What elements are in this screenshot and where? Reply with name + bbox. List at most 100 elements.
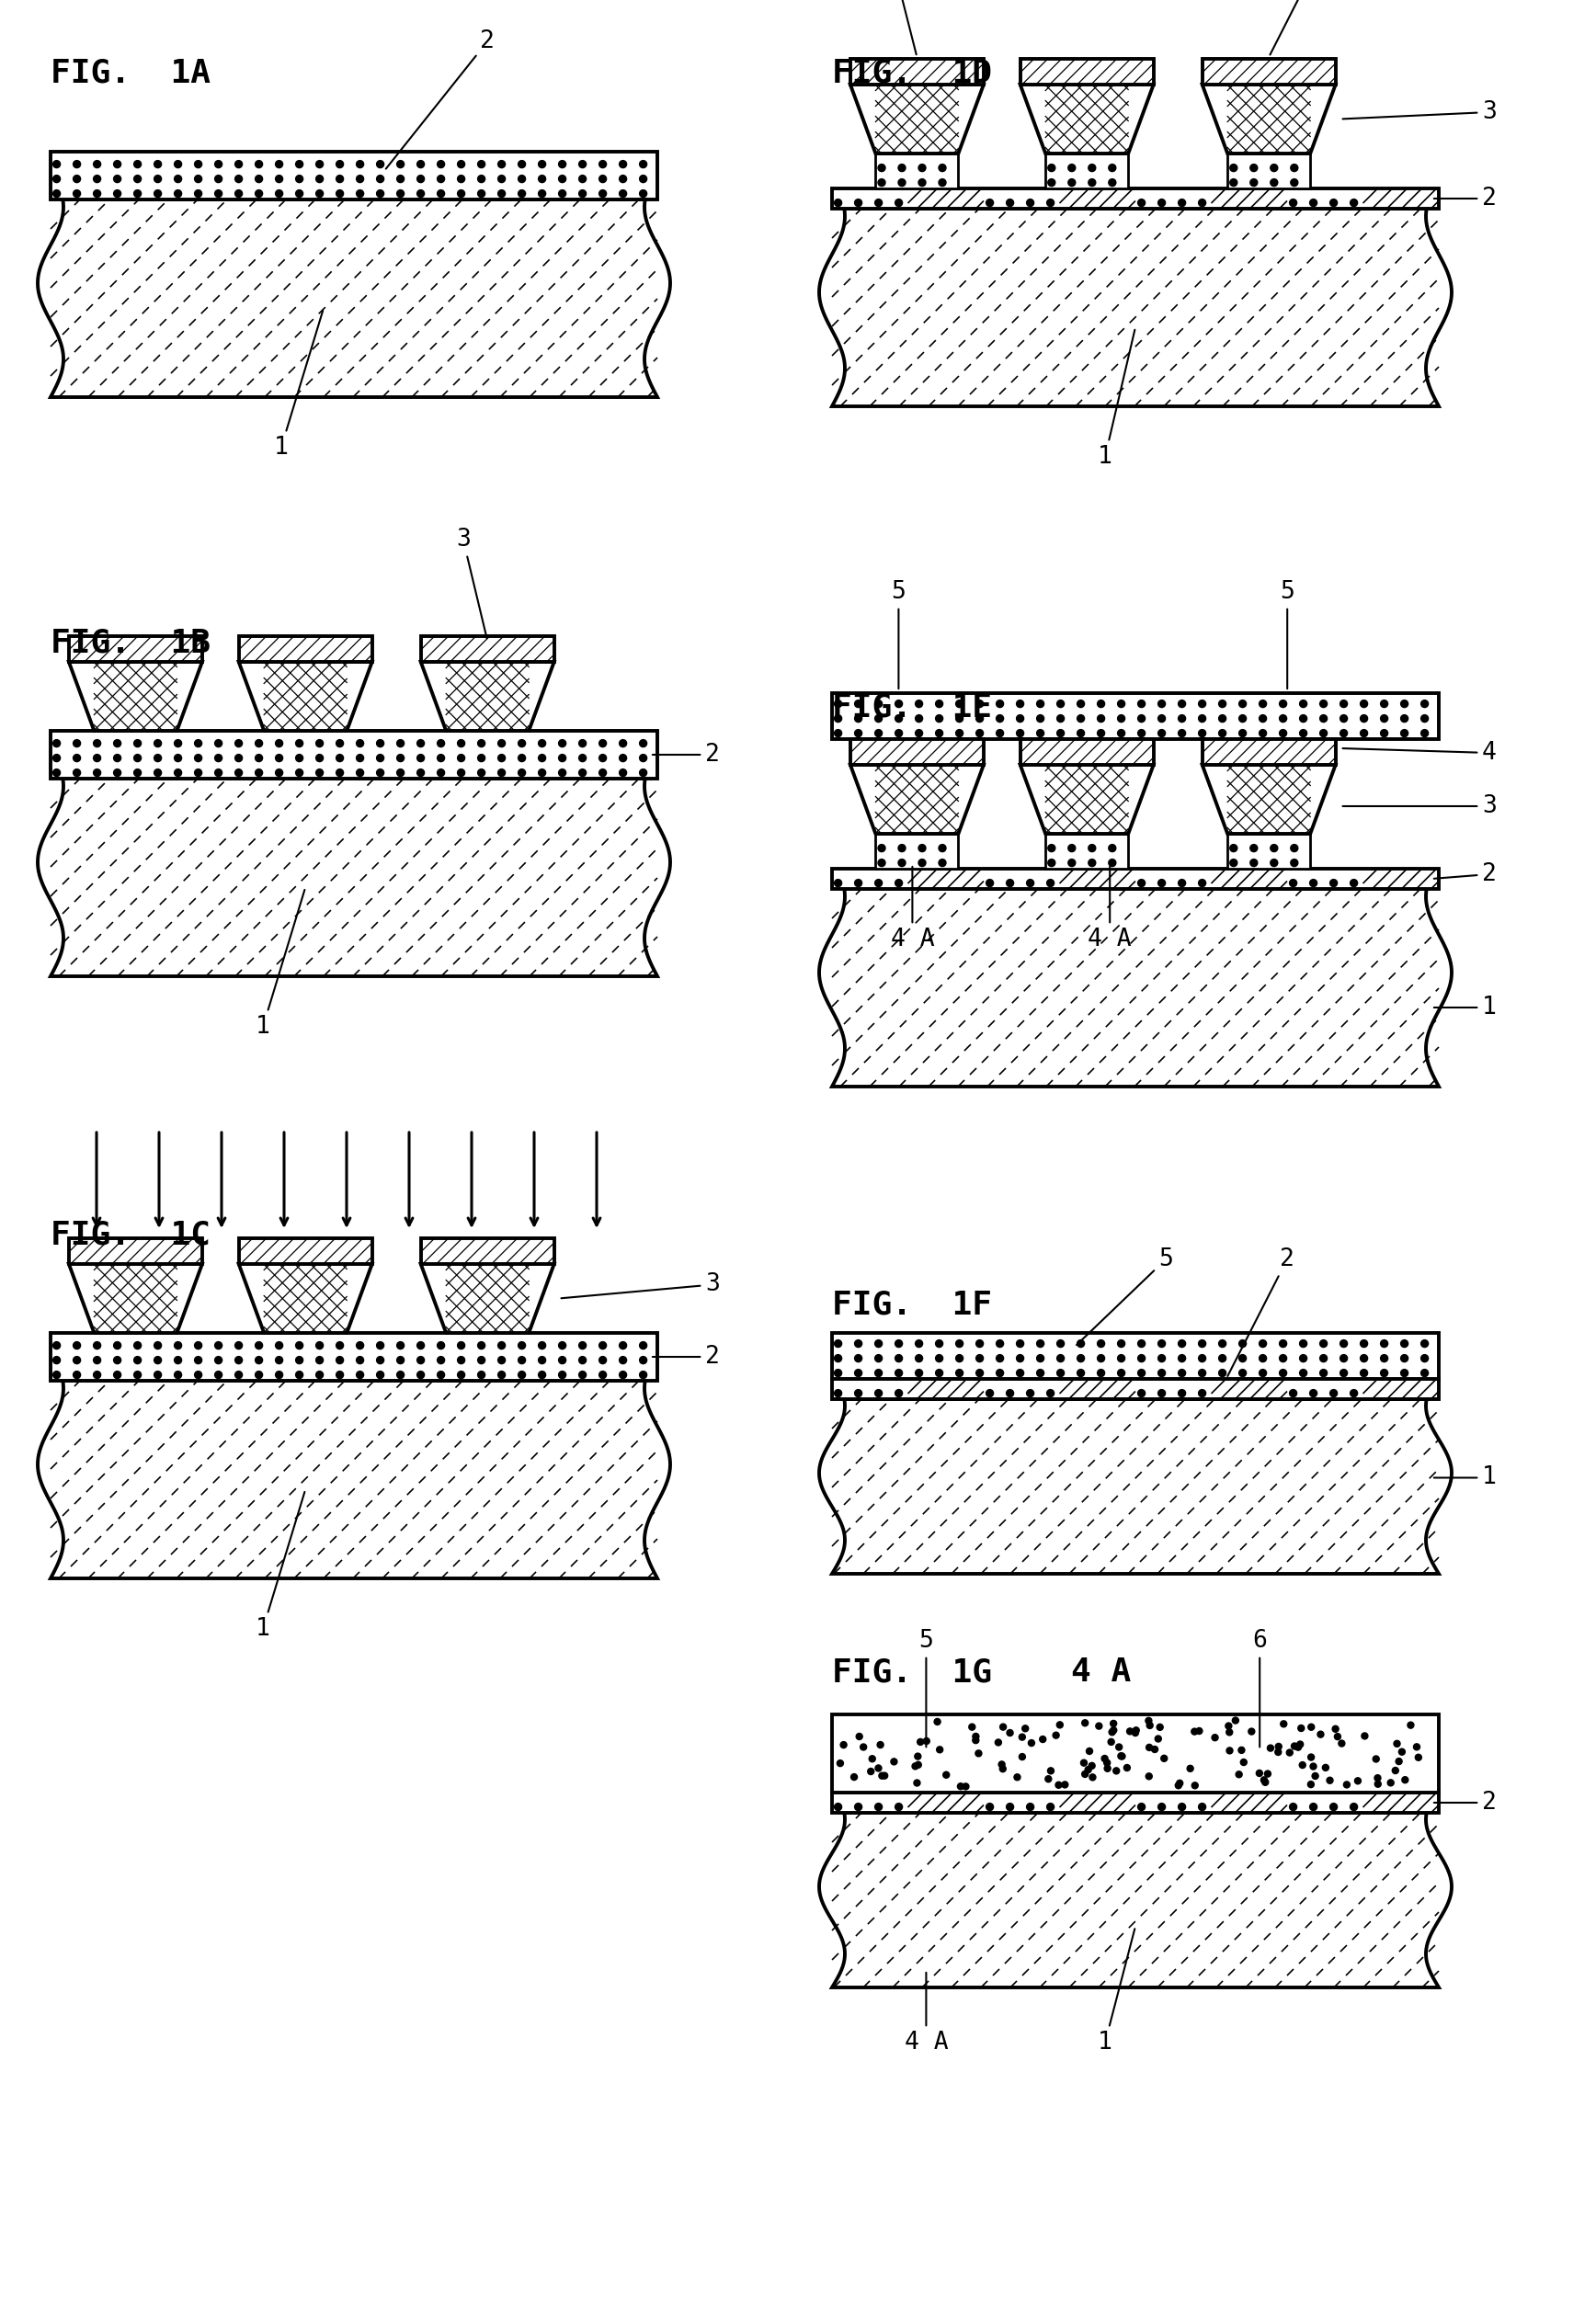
Circle shape xyxy=(1291,163,1298,172)
Circle shape xyxy=(559,1341,567,1350)
Circle shape xyxy=(477,191,485,198)
Circle shape xyxy=(1138,1355,1146,1362)
Polygon shape xyxy=(69,637,203,662)
Polygon shape xyxy=(69,1265,203,1334)
Circle shape xyxy=(1117,729,1125,736)
Text: 6: 6 xyxy=(1253,1628,1267,1748)
Circle shape xyxy=(1398,1748,1404,1755)
Text: 1: 1 xyxy=(1098,1930,1135,2054)
Circle shape xyxy=(1057,715,1065,722)
Text: 4 A: 4 A xyxy=(891,867,934,952)
Circle shape xyxy=(962,1782,969,1789)
Circle shape xyxy=(1320,1341,1328,1348)
Circle shape xyxy=(295,1371,303,1378)
Circle shape xyxy=(835,200,841,207)
Circle shape xyxy=(498,191,506,198)
Circle shape xyxy=(996,1368,1004,1378)
Circle shape xyxy=(1039,1736,1045,1743)
Circle shape xyxy=(73,175,80,182)
Circle shape xyxy=(235,1371,243,1378)
Circle shape xyxy=(215,768,222,777)
Polygon shape xyxy=(832,1334,1438,1380)
Circle shape xyxy=(519,741,525,748)
Circle shape xyxy=(538,1371,546,1378)
Circle shape xyxy=(174,175,182,182)
Circle shape xyxy=(295,1357,303,1364)
Circle shape xyxy=(337,1371,343,1378)
Circle shape xyxy=(895,1355,902,1362)
Circle shape xyxy=(598,161,606,168)
Circle shape xyxy=(53,1341,61,1350)
Circle shape xyxy=(1191,1727,1197,1734)
Circle shape xyxy=(1026,1803,1034,1810)
Circle shape xyxy=(977,715,983,722)
Text: 5: 5 xyxy=(919,1628,934,1748)
Circle shape xyxy=(1238,1341,1246,1348)
Circle shape xyxy=(895,1803,902,1810)
Circle shape xyxy=(598,754,606,761)
Circle shape xyxy=(1393,1741,1400,1748)
Circle shape xyxy=(1199,1389,1207,1396)
Circle shape xyxy=(598,768,606,777)
Text: 3: 3 xyxy=(1342,101,1497,124)
Circle shape xyxy=(195,1371,201,1378)
Circle shape xyxy=(1199,879,1207,888)
Circle shape xyxy=(53,175,61,182)
Circle shape xyxy=(559,1357,567,1364)
Circle shape xyxy=(134,161,140,168)
Circle shape xyxy=(316,161,324,168)
Circle shape xyxy=(1096,1723,1103,1730)
Circle shape xyxy=(879,1773,886,1778)
Circle shape xyxy=(94,191,101,198)
Circle shape xyxy=(1401,1355,1408,1362)
Circle shape xyxy=(1098,715,1104,722)
Circle shape xyxy=(94,1357,101,1364)
Circle shape xyxy=(1178,729,1186,736)
Polygon shape xyxy=(69,662,203,731)
Circle shape xyxy=(1238,1355,1246,1362)
Circle shape xyxy=(276,754,282,761)
Circle shape xyxy=(1231,860,1237,867)
Circle shape xyxy=(1299,1355,1307,1362)
Text: 2: 2 xyxy=(1227,1247,1294,1375)
Circle shape xyxy=(1280,715,1286,722)
Text: 4: 4 xyxy=(1342,741,1497,766)
Circle shape xyxy=(255,1341,263,1350)
Circle shape xyxy=(1280,699,1286,708)
Circle shape xyxy=(94,1341,101,1350)
Circle shape xyxy=(1138,1389,1146,1396)
Circle shape xyxy=(235,175,243,182)
Circle shape xyxy=(579,768,586,777)
Circle shape xyxy=(155,768,161,777)
Circle shape xyxy=(519,1357,525,1364)
Circle shape xyxy=(1361,1732,1368,1739)
Circle shape xyxy=(1320,1355,1328,1362)
Text: 1: 1 xyxy=(1433,1465,1497,1490)
Text: 1: 1 xyxy=(255,890,305,1040)
Circle shape xyxy=(155,175,161,182)
Circle shape xyxy=(1374,1776,1381,1780)
Circle shape xyxy=(94,1371,101,1378)
Circle shape xyxy=(477,754,485,761)
Circle shape xyxy=(1307,1755,1315,1760)
Circle shape xyxy=(235,754,243,761)
Circle shape xyxy=(498,754,506,761)
Circle shape xyxy=(916,729,922,736)
Circle shape xyxy=(1240,1760,1246,1766)
Circle shape xyxy=(1219,1341,1226,1348)
Circle shape xyxy=(938,179,946,186)
Circle shape xyxy=(986,200,993,207)
Circle shape xyxy=(1146,1718,1152,1725)
Circle shape xyxy=(1401,1368,1408,1378)
Polygon shape xyxy=(851,766,983,835)
Circle shape xyxy=(1178,699,1186,708)
Circle shape xyxy=(417,1341,425,1350)
Circle shape xyxy=(417,741,425,748)
Circle shape xyxy=(316,191,324,198)
Polygon shape xyxy=(1045,154,1128,189)
Circle shape xyxy=(619,191,627,198)
Circle shape xyxy=(881,1773,887,1778)
Circle shape xyxy=(851,1773,857,1780)
Circle shape xyxy=(1299,1341,1307,1348)
Circle shape xyxy=(73,741,80,748)
